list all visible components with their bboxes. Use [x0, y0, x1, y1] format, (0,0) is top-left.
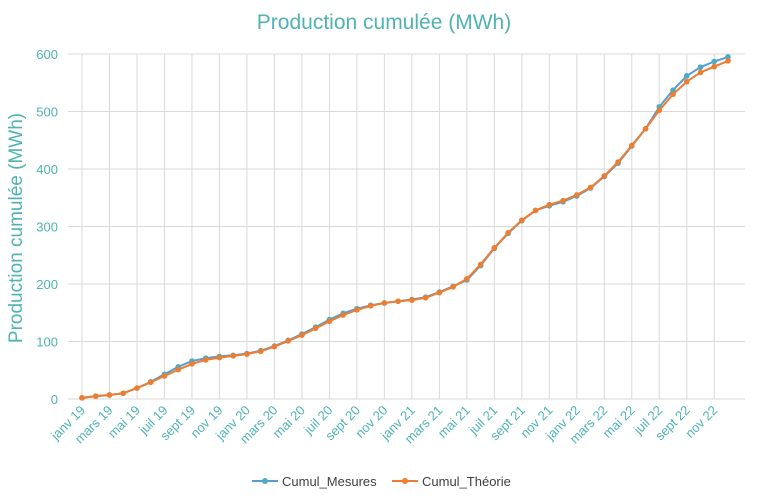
data-point — [134, 385, 140, 391]
data-point — [354, 307, 360, 313]
y-tick-label: 300 — [36, 220, 58, 235]
data-point — [697, 64, 704, 71]
data-point — [670, 87, 676, 94]
data-point — [574, 192, 580, 198]
data-point — [92, 393, 99, 399]
data-point — [725, 58, 731, 64]
y-axis: 0 100 200 300 400 500 600 — [36, 47, 58, 407]
y-tick-label: 200 — [36, 277, 58, 292]
data-point — [340, 312, 346, 318]
data-point — [450, 284, 456, 290]
series-mesures — [79, 54, 731, 401]
data-point — [244, 351, 250, 357]
data-point — [299, 332, 305, 338]
data-point — [189, 361, 195, 367]
data-point — [312, 325, 319, 332]
legend-label-mesures: Cumul_Mesures — [282, 474, 377, 489]
data-point — [615, 159, 621, 165]
data-point — [670, 91, 676, 98]
data-point — [422, 295, 429, 301]
data-point — [546, 201, 553, 208]
data-point — [271, 343, 278, 350]
data-point — [436, 289, 443, 296]
data-point — [120, 390, 127, 397]
y-tick-label: 400 — [36, 162, 58, 177]
data-point — [409, 297, 415, 303]
y-tick-label: 100 — [36, 335, 58, 350]
data-point — [381, 300, 388, 306]
y-tick-label: 600 — [36, 47, 58, 62]
series-theorie — [79, 58, 731, 401]
data-point — [628, 142, 635, 149]
data-point — [395, 298, 401, 305]
data-point — [656, 107, 663, 114]
data-point — [285, 338, 291, 344]
data-point — [642, 125, 649, 132]
data-point — [216, 354, 223, 361]
data-point — [477, 261, 484, 268]
data-point — [464, 276, 470, 282]
data-point — [711, 63, 718, 70]
data-point — [257, 348, 264, 355]
data-point — [683, 73, 690, 79]
legend-marker-theorie — [402, 478, 408, 484]
y-tick-label: 0 — [51, 392, 58, 407]
data-point — [601, 173, 608, 179]
series-group — [79, 54, 731, 401]
data-point — [230, 353, 236, 359]
grid — [68, 53, 745, 400]
data-point — [326, 318, 333, 325]
data-point — [587, 184, 594, 191]
data-point — [161, 373, 168, 379]
legend-marker-mesures — [262, 478, 268, 484]
data-point — [683, 78, 690, 85]
series-line — [81, 55, 729, 399]
data-point — [711, 58, 718, 65]
chart-title: Production cumulée (MWh) — [257, 11, 511, 34]
data-point — [147, 379, 154, 386]
data-point — [367, 303, 374, 309]
y-tick-label: 500 — [36, 105, 58, 120]
data-point — [560, 197, 566, 204]
data-point — [532, 207, 539, 214]
legend: Cumul_Mesures Cumul_Théorie — [252, 474, 511, 489]
data-point — [106, 392, 113, 398]
data-point — [697, 69, 704, 76]
y-axis-label: Production cumulée (MWh) — [6, 113, 27, 343]
data-point — [175, 366, 182, 373]
data-point — [725, 54, 731, 60]
data-point — [519, 217, 525, 223]
data-point — [505, 230, 511, 236]
data-point — [79, 395, 85, 401]
legend-label-theorie: Cumul_Théorie — [422, 474, 511, 489]
data-point — [491, 244, 498, 251]
data-point — [202, 357, 209, 363]
